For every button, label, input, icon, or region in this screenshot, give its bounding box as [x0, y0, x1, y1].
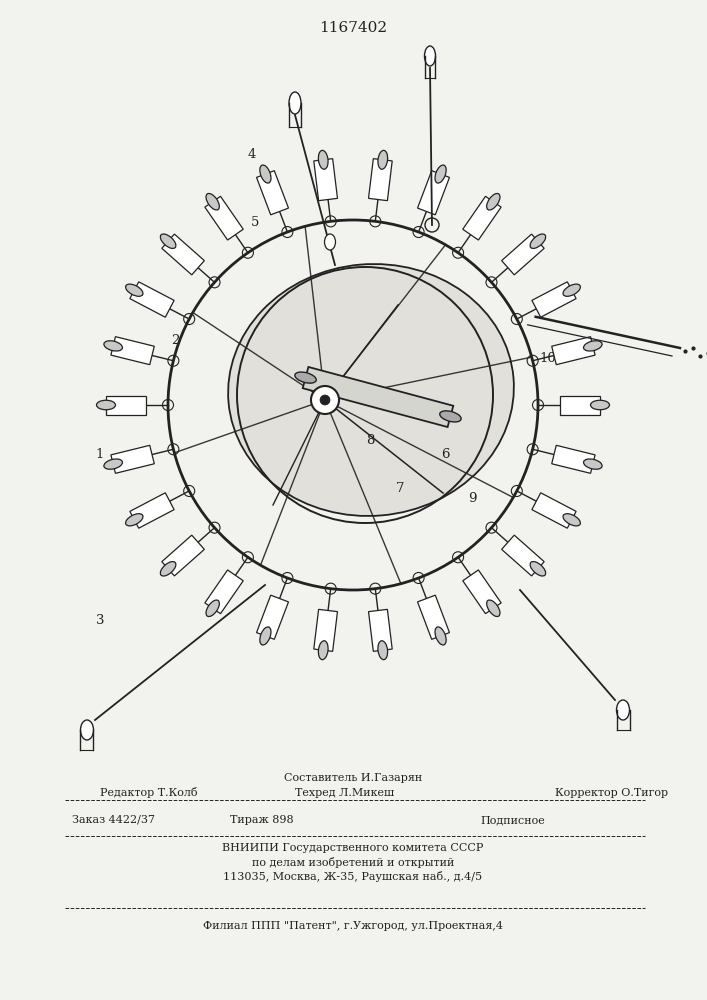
Polygon shape	[532, 282, 576, 317]
Text: Подписное: Подписное	[480, 815, 545, 825]
Text: 3: 3	[95, 613, 104, 626]
Polygon shape	[162, 234, 204, 275]
Text: 1167402: 1167402	[319, 21, 387, 35]
Ellipse shape	[435, 165, 446, 183]
Polygon shape	[418, 595, 450, 639]
Ellipse shape	[126, 284, 143, 296]
Polygon shape	[205, 570, 243, 614]
Ellipse shape	[617, 700, 629, 720]
Text: ВНИИПИ Государственного комитета СССР: ВНИИПИ Государственного комитета СССР	[222, 843, 484, 853]
Text: Составитель И.Газарян: Составитель И.Газарян	[284, 773, 422, 783]
Ellipse shape	[295, 372, 316, 383]
Ellipse shape	[126, 514, 143, 526]
Polygon shape	[257, 171, 288, 215]
Ellipse shape	[440, 411, 461, 422]
Polygon shape	[463, 196, 501, 240]
Ellipse shape	[289, 92, 301, 114]
Ellipse shape	[563, 284, 580, 296]
Polygon shape	[303, 367, 453, 427]
Polygon shape	[257, 595, 288, 639]
Polygon shape	[551, 445, 595, 473]
Polygon shape	[532, 493, 576, 528]
Ellipse shape	[81, 720, 93, 740]
Ellipse shape	[486, 600, 500, 617]
Ellipse shape	[160, 562, 176, 576]
Polygon shape	[314, 159, 337, 201]
Text: Корректор О.Тигор: Корректор О.Тигор	[555, 788, 668, 798]
Polygon shape	[502, 234, 544, 275]
Ellipse shape	[590, 400, 609, 410]
Ellipse shape	[563, 514, 580, 526]
Ellipse shape	[104, 459, 122, 469]
Ellipse shape	[378, 641, 387, 660]
Ellipse shape	[486, 193, 500, 210]
Polygon shape	[502, 535, 544, 576]
Polygon shape	[418, 171, 450, 215]
Text: 113035, Москва, Ж-35, Раушская наб., д.4/5: 113035, Москва, Ж-35, Раушская наб., д.4…	[223, 870, 483, 882]
Text: 4: 4	[248, 148, 256, 161]
Ellipse shape	[530, 562, 546, 576]
Polygon shape	[111, 445, 154, 473]
Text: Редактор Т.Колб: Редактор Т.Колб	[100, 788, 198, 798]
Text: 7: 7	[396, 482, 404, 494]
Text: 5: 5	[251, 216, 259, 229]
Circle shape	[320, 395, 330, 405]
Polygon shape	[560, 395, 600, 414]
Polygon shape	[130, 493, 174, 528]
Polygon shape	[162, 535, 204, 576]
Text: 6: 6	[440, 448, 449, 462]
Polygon shape	[130, 282, 174, 317]
Ellipse shape	[318, 150, 328, 169]
Ellipse shape	[260, 627, 271, 645]
Polygon shape	[368, 159, 392, 201]
Ellipse shape	[206, 193, 219, 210]
Ellipse shape	[260, 165, 271, 183]
Ellipse shape	[160, 234, 176, 248]
Text: Заказ 4422/37: Заказ 4422/37	[72, 815, 155, 825]
Ellipse shape	[228, 264, 514, 516]
Ellipse shape	[96, 400, 115, 410]
Polygon shape	[368, 609, 392, 651]
Ellipse shape	[424, 46, 436, 66]
Text: 10: 10	[539, 352, 556, 364]
Ellipse shape	[583, 459, 602, 469]
Text: 2: 2	[171, 334, 179, 347]
Text: по делам изобретений и открытий: по делам изобретений и открытий	[252, 856, 454, 867]
Polygon shape	[205, 196, 243, 240]
Text: 8: 8	[366, 434, 374, 446]
Ellipse shape	[325, 234, 336, 250]
Polygon shape	[314, 609, 337, 651]
Text: 9: 9	[468, 491, 477, 504]
Text: Филиал ППП "Патент", г.Ужгород, ул.Проектная,4: Филиал ППП "Патент", г.Ужгород, ул.Проек…	[203, 921, 503, 931]
Circle shape	[311, 386, 339, 414]
Ellipse shape	[530, 234, 546, 248]
Polygon shape	[111, 337, 154, 365]
Polygon shape	[106, 395, 146, 414]
Text: Техред Л.Микеш: Техред Л.Микеш	[295, 788, 395, 798]
Ellipse shape	[318, 641, 328, 660]
Ellipse shape	[206, 600, 219, 617]
Ellipse shape	[104, 341, 122, 351]
Text: Тираж 898: Тираж 898	[230, 815, 293, 825]
Text: 1: 1	[96, 448, 104, 462]
Ellipse shape	[378, 150, 387, 169]
Polygon shape	[551, 337, 595, 365]
Ellipse shape	[435, 627, 446, 645]
Ellipse shape	[583, 341, 602, 351]
Polygon shape	[463, 570, 501, 614]
